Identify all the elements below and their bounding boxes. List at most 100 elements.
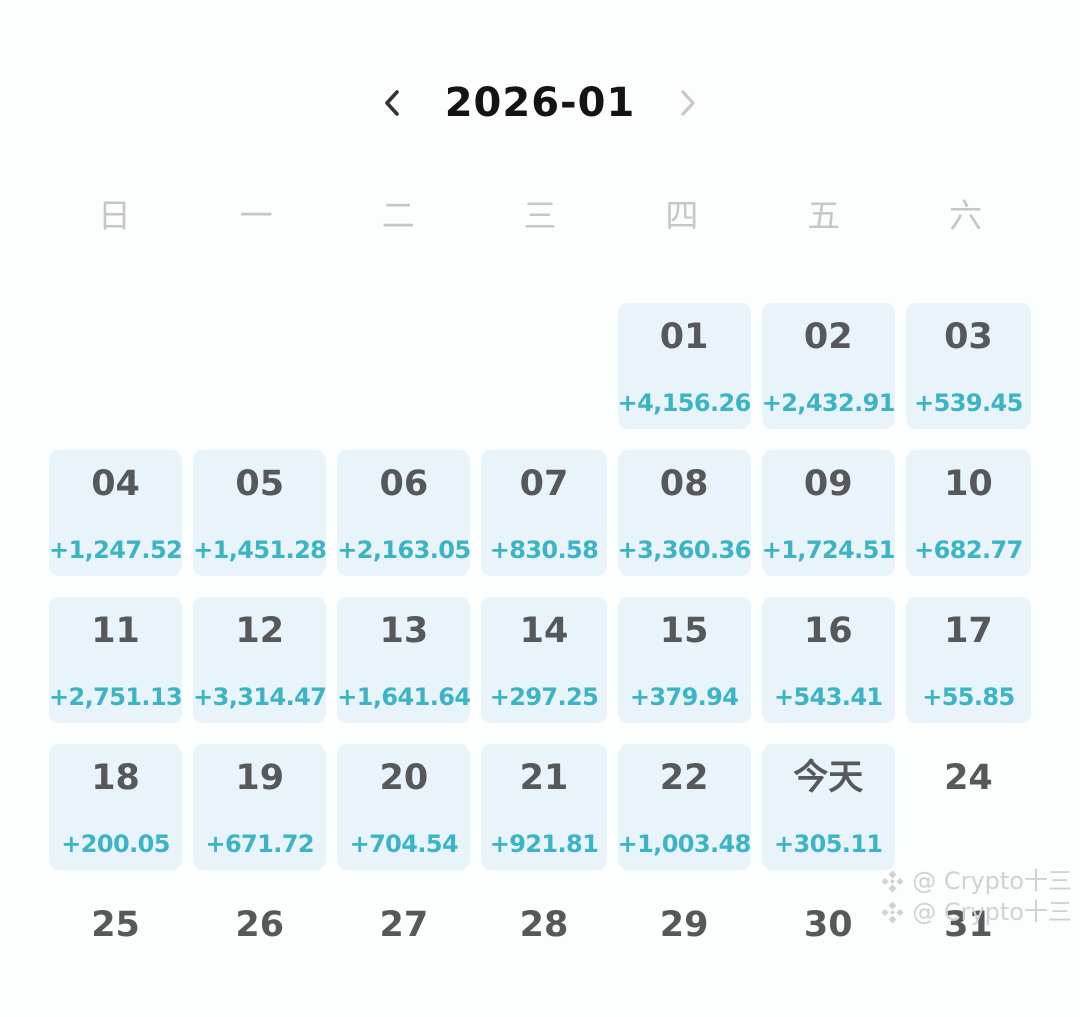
day-pnl-amount: +297.25	[489, 683, 599, 711]
calendar-day-cell[interactable]: 10 +682.77	[905, 450, 1031, 576]
day-number: 14	[519, 611, 569, 651]
day-number: 06	[379, 464, 429, 504]
day-pnl-amount: +379.94	[629, 683, 739, 711]
day-pnl-amount: +3,314.47	[193, 683, 327, 711]
day-number: 25	[91, 905, 140, 945]
day-pnl-amount: +671.72	[205, 830, 314, 858]
calendar-day-cell[interactable]: 18 +200.05	[49, 744, 183, 870]
day-number: 01	[659, 317, 709, 357]
day-number: 30	[803, 905, 853, 945]
day-pnl-amount: +2,163.05	[337, 536, 471, 564]
day-number: 12	[235, 611, 285, 651]
calendar-day-cell[interactable]: 11 +2,751.13	[49, 597, 183, 723]
weekday-label-sat: 六	[949, 196, 983, 235]
day-number: 18	[91, 758, 140, 798]
day-number: 17	[944, 611, 993, 651]
calendar-empty-cell	[193, 303, 326, 429]
day-pnl-amount: +4,156.26	[617, 389, 752, 417]
prev-month-button[interactable]	[379, 85, 405, 121]
day-pnl-amount: +1,247.52	[49, 536, 183, 564]
watermark-text: @ Crypto十三	[912, 898, 1072, 926]
calendar-day-cell[interactable]: 20 +704.54	[337, 744, 471, 870]
calendar-day-cell-future[interactable]: 28	[481, 891, 606, 1017]
calendar-day-cell-future[interactable]: 29	[618, 891, 751, 1017]
weekday-label-thu: 四	[665, 196, 699, 235]
calendar-day-cell[interactable]: 17 +55.85	[905, 597, 1031, 723]
day-pnl-amount: +1,724.51	[761, 536, 896, 564]
calendar-day-cell[interactable]: 05 +1,451.28	[193, 450, 327, 576]
calendar-day-cell[interactable]: 19 +671.72	[193, 744, 327, 870]
weekday-header-row: 日 一 二 三 四 五 六	[0, 192, 1080, 240]
calendar-day-cell[interactable]: 06 +2,163.05	[337, 450, 471, 576]
day-pnl-amount: +1,451.28	[193, 536, 327, 564]
weekday-label-tue: 二	[381, 196, 415, 235]
weekday-label-sun: 日	[97, 196, 131, 235]
day-number: 04	[91, 464, 140, 504]
calendar-day-cell-future[interactable]: 25	[49, 891, 182, 1017]
calendar-day-cell[interactable]: 01 +4,156.26	[617, 303, 752, 429]
calendar-day-cell-future[interactable]: 30	[762, 891, 895, 1017]
day-number: 10	[944, 464, 993, 504]
day-pnl-amount: +921.81	[489, 830, 599, 858]
calendar-empty-cell	[49, 303, 182, 429]
day-pnl-amount: +830.58	[489, 536, 599, 564]
day-pnl-amount: +1,641.64	[337, 683, 471, 711]
day-number: 20	[379, 758, 429, 798]
calendar-day-cell[interactable]: 22 +1,003.48	[617, 744, 751, 870]
weekday-label-fri: 五	[807, 196, 841, 235]
day-number: 24	[944, 758, 993, 798]
calendar-day-cell-future[interactable]: 26	[193, 891, 326, 1017]
day-pnl-amount: +543.41	[774, 683, 883, 711]
calendar-empty-cell	[337, 303, 470, 429]
calendar-day-cell[interactable]: 08 +3,360.36	[617, 450, 751, 576]
calendar-day-cell[interactable]: 07 +830.58	[481, 450, 607, 576]
day-number: 13	[379, 611, 429, 651]
calendar-day-cell-future[interactable]: 24	[906, 744, 1031, 870]
day-number: 22	[659, 758, 709, 798]
calendar-day-cell[interactable]: 16 +543.41	[761, 597, 895, 723]
binance-diamond-icon	[880, 869, 905, 894]
day-number: 02	[803, 317, 853, 357]
day-number: 26	[235, 905, 285, 945]
day-number: 16	[803, 611, 853, 651]
weekday-label-wed: 三	[523, 196, 557, 235]
next-month-button[interactable]	[675, 85, 701, 121]
day-pnl-amount: +539.45	[914, 389, 1023, 417]
weekday-label-mon: 一	[239, 196, 273, 235]
calendar-day-cell[interactable]: 15 +379.94	[617, 597, 751, 723]
watermark-text: @ Crypto十三	[912, 867, 1072, 895]
calendar-day-cell-today[interactable]: 今天 +305.11	[761, 744, 895, 870]
chevron-right-icon	[679, 89, 697, 117]
day-number: 15	[659, 611, 709, 651]
day-number: 11	[91, 611, 140, 651]
watermark-line-2: @ Crypto十三	[880, 897, 1072, 928]
month-header: 2026-01	[0, 0, 1080, 126]
day-number: 27	[379, 905, 429, 945]
calendar-day-cell[interactable]: 04 +1,247.52	[49, 450, 183, 576]
calendar-day-cell[interactable]: 21 +921.81	[481, 744, 607, 870]
day-pnl-amount: +305.11	[774, 830, 883, 858]
calendar-day-cell[interactable]: 03 +539.45	[905, 303, 1031, 429]
day-number: 21	[519, 758, 569, 798]
day-number: 28	[519, 905, 569, 945]
day-pnl-amount: +55.85	[922, 683, 1015, 711]
calendar-day-cell-future[interactable]: 27	[337, 891, 470, 1017]
day-number: 05	[235, 464, 285, 504]
watermark: @ Crypto十三 @ Crypto十三	[880, 866, 1072, 928]
calendar-grid: 01 +4,156.26 02 +2,432.91 03 +539.45 04 …	[0, 303, 1080, 1017]
day-pnl-amount: +200.05	[61, 830, 170, 858]
binance-diamond-icon	[880, 900, 905, 925]
day-number: 07	[519, 464, 569, 504]
day-number: 03	[944, 317, 993, 357]
calendar-day-cell[interactable]: 13 +1,641.64	[337, 597, 471, 723]
calendar-day-cell[interactable]: 12 +3,314.47	[193, 597, 327, 723]
day-number: 08	[659, 464, 709, 504]
watermark-line-1: @ Crypto十三	[880, 866, 1072, 897]
month-title: 2026-01	[444, 80, 636, 126]
calendar-day-cell[interactable]: 14 +297.25	[481, 597, 607, 723]
day-pnl-amount: +2,751.13	[49, 683, 183, 711]
day-pnl-amount: +682.77	[914, 536, 1023, 564]
calendar-day-cell[interactable]: 02 +2,432.91	[761, 303, 895, 429]
calendar-empty-cell	[481, 303, 606, 429]
calendar-day-cell[interactable]: 09 +1,724.51	[761, 450, 896, 576]
